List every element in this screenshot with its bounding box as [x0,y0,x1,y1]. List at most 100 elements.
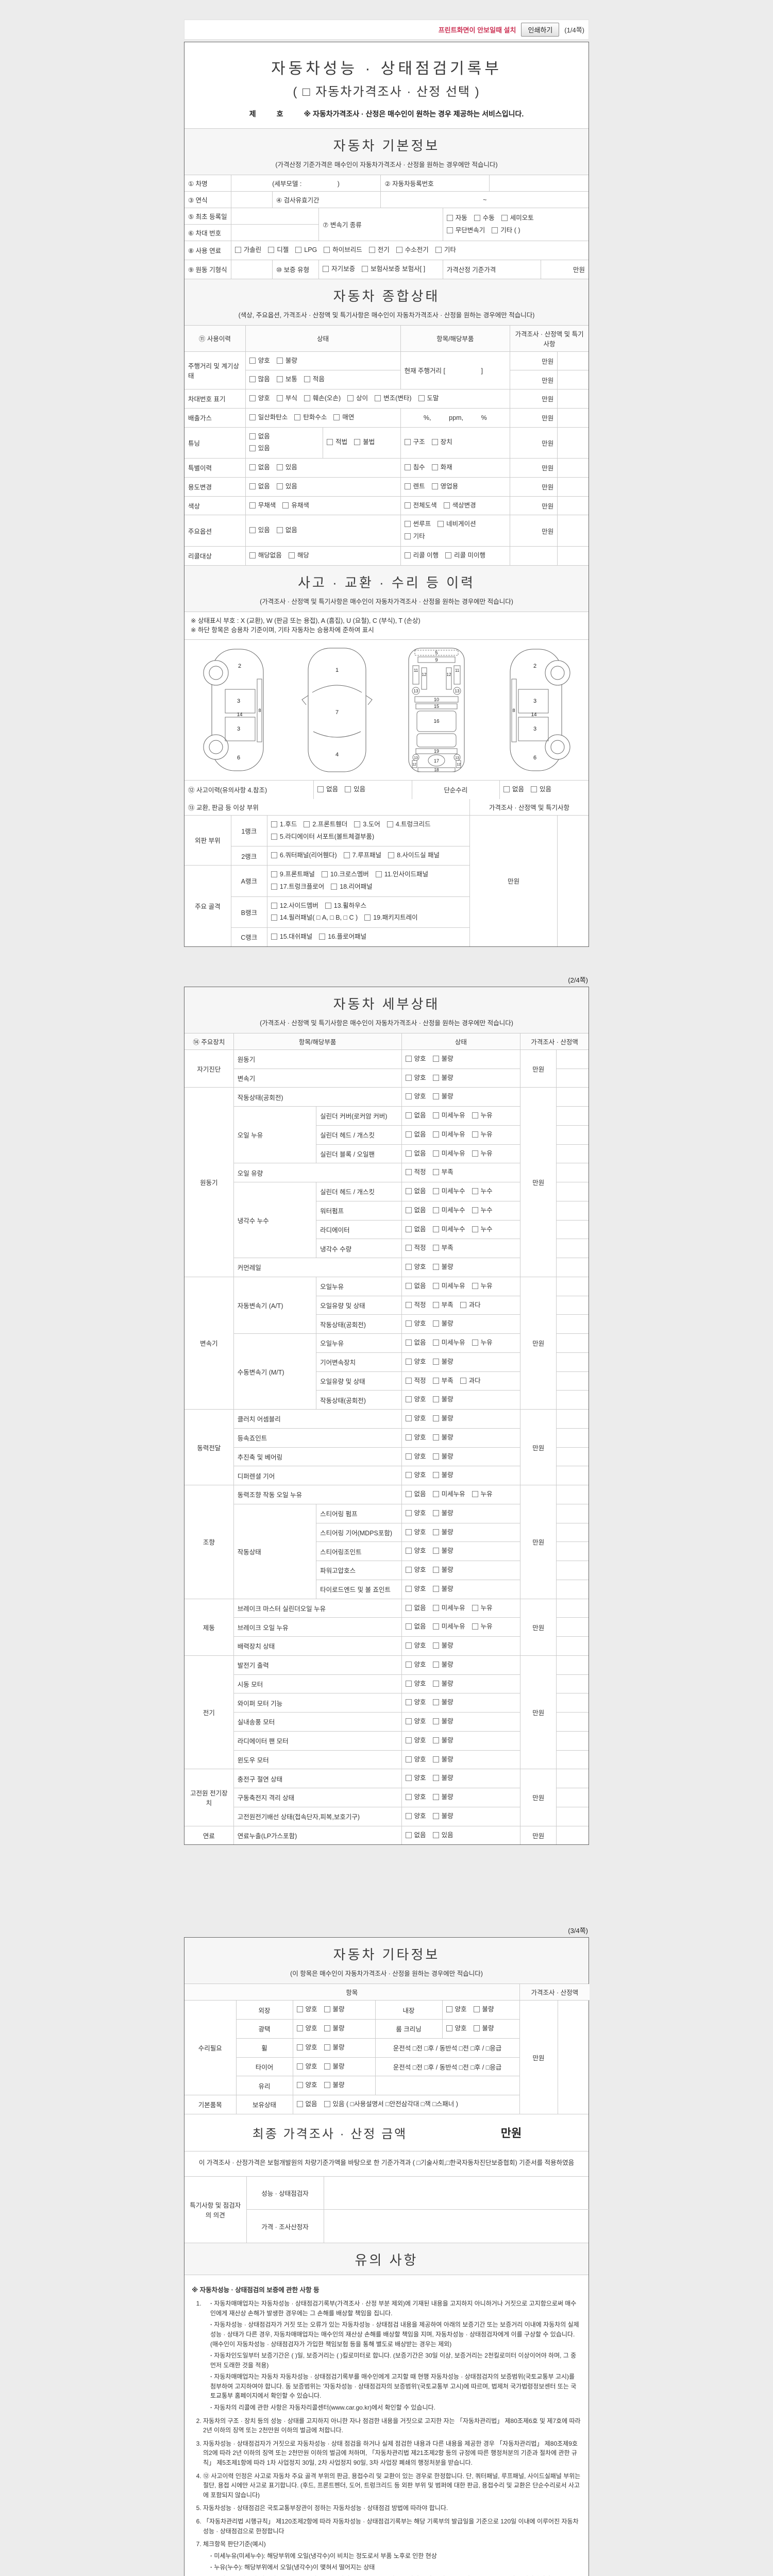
checkbox[interactable] [324,2025,330,2031]
checkbox[interactable] [405,1832,412,1838]
checkbox[interactable] [503,786,510,792]
checkbox[interactable] [249,502,256,509]
checkbox[interactable] [446,227,453,233]
checkbox[interactable] [472,1340,478,1346]
checkbox[interactable] [432,1585,439,1592]
checkbox[interactable] [432,1491,439,1497]
checkbox[interactable] [304,395,310,401]
checkbox[interactable] [432,1226,439,1232]
registration-no-input[interactable] [489,175,589,192]
checkbox[interactable] [249,395,256,401]
checkbox[interactable] [296,2044,303,2050]
checkbox[interactable] [432,1245,439,1251]
checkbox[interactable] [345,786,351,792]
checkbox[interactable] [432,1264,439,1270]
checkbox[interactable] [432,1093,439,1100]
checkbox[interactable] [405,1737,412,1743]
checkbox[interactable] [432,1320,439,1327]
checkbox[interactable] [404,552,411,558]
checkbox[interactable] [405,1188,412,1194]
checkbox[interactable] [276,483,283,489]
checkbox[interactable] [404,483,411,489]
checkbox[interactable] [375,871,382,877]
checkbox[interactable] [249,357,256,364]
checkbox[interactable] [271,902,277,909]
checkbox[interactable] [446,2006,452,2013]
checkbox[interactable] [271,934,277,940]
checkbox[interactable] [325,902,331,909]
checkbox[interactable] [333,414,340,420]
checkbox[interactable] [432,1169,439,1176]
mileage-input[interactable]: 현재 주행거리 [ ] [400,351,511,389]
checkbox[interactable] [432,1529,439,1535]
checkbox[interactable] [404,521,411,528]
checkbox[interactable] [432,1510,439,1516]
checkbox[interactable] [472,1226,478,1232]
checkbox[interactable] [405,1794,412,1800]
checkbox[interactable] [405,1434,412,1440]
checkbox[interactable] [432,1832,439,1838]
checkbox[interactable] [432,1131,439,1138]
checkbox[interactable] [295,247,302,253]
checkbox[interactable] [492,227,498,233]
checkbox[interactable] [324,2044,330,2050]
checkbox[interactable] [438,521,444,528]
checkbox[interactable] [472,1491,478,1497]
checkbox[interactable] [271,883,277,890]
checkbox[interactable] [405,1604,412,1611]
checkbox[interactable] [432,1548,439,1554]
checkbox[interactable] [501,214,508,221]
checkbox[interactable] [473,2006,480,2013]
checkbox[interactable] [405,1207,412,1213]
checkbox[interactable] [405,1074,412,1081]
checkbox[interactable] [317,786,324,792]
checkbox[interactable] [405,1642,412,1649]
opinion-input[interactable] [323,2209,590,2243]
checkbox[interactable] [432,1604,439,1611]
checkbox[interactable] [405,1377,412,1384]
checkbox[interactable] [249,433,256,439]
checkbox[interactable] [472,1207,478,1213]
checkbox[interactable] [432,1434,439,1440]
memo-cell[interactable] [557,815,589,947]
checkbox[interactable] [460,1301,466,1308]
checkbox[interactable] [405,1245,412,1251]
checkbox[interactable] [432,1188,439,1194]
checkbox[interactable] [472,1623,478,1630]
checkbox[interactable] [405,1567,412,1573]
checkbox[interactable] [405,1472,412,1479]
checkbox[interactable] [432,1074,439,1081]
checkbox[interactable] [296,2101,303,2107]
checkbox[interactable] [432,1301,439,1308]
checkbox[interactable] [368,247,375,253]
checkbox[interactable] [405,1623,412,1630]
checkbox[interactable] [296,2025,303,2031]
checkbox[interactable] [282,502,289,509]
checkbox[interactable] [405,1131,412,1138]
checkbox[interactable] [432,1377,439,1384]
checkbox[interactable] [405,1093,412,1100]
checkbox[interactable] [268,247,275,253]
inspection-period-input[interactable]: ~ [380,191,589,208]
checkbox[interactable] [432,1756,439,1762]
checkbox[interactable] [472,1131,478,1138]
checkbox[interactable] [405,1756,412,1762]
checkbox[interactable] [331,883,338,890]
checkbox[interactable] [249,483,256,489]
checkbox[interactable] [405,1661,412,1668]
checkbox[interactable] [304,376,310,383]
checkbox[interactable] [432,1680,439,1687]
checkbox[interactable] [405,1396,412,1403]
checkbox[interactable] [249,552,256,558]
checkbox[interactable] [354,821,361,827]
engine-type-input[interactable] [230,259,273,279]
checkbox[interactable] [271,821,277,827]
checkbox[interactable] [443,502,450,509]
model-year-input[interactable] [230,191,273,208]
checkbox[interactable] [347,395,354,401]
car-name-input[interactable]: (세부모델 : ) [230,175,381,192]
checkbox[interactable] [432,1812,439,1819]
checkbox[interactable] [472,1282,478,1289]
checkbox[interactable] [271,833,277,840]
checkbox[interactable] [432,1396,439,1403]
